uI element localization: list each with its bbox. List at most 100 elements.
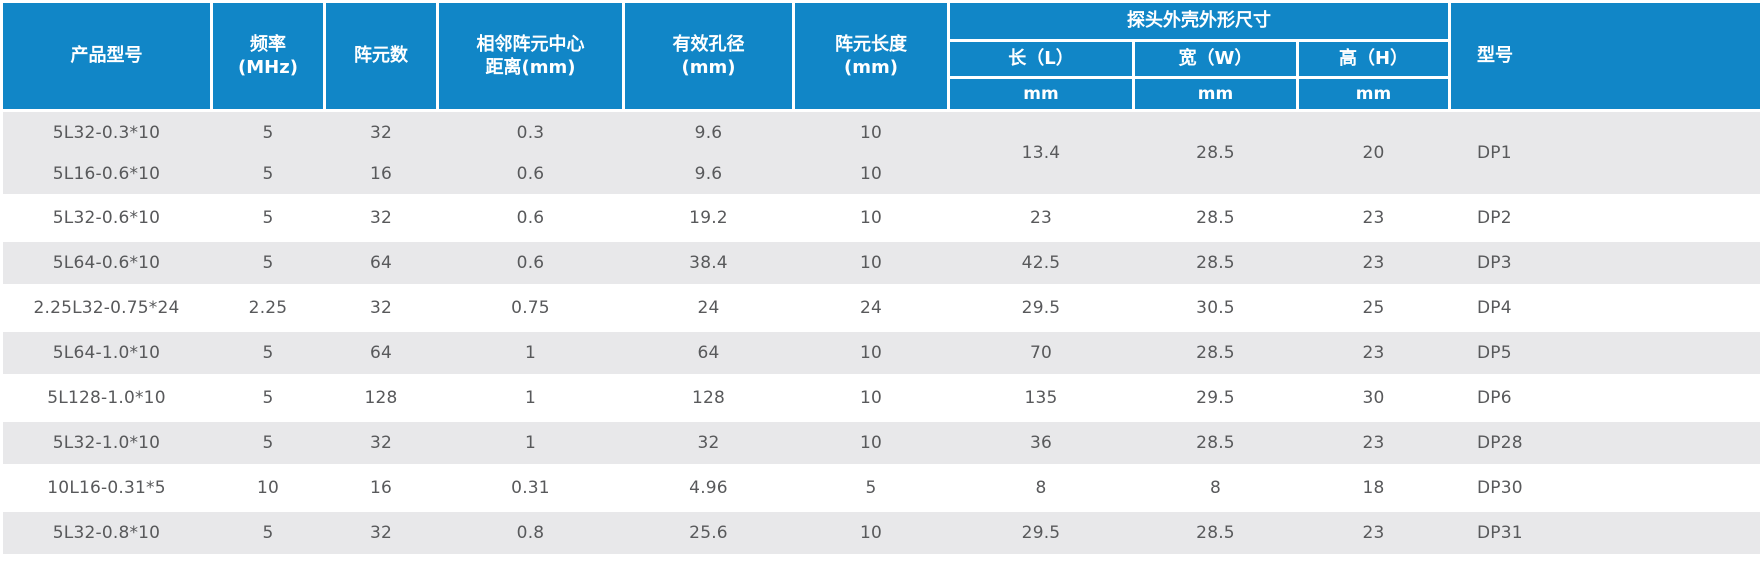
cell-pitch: 0.31 <box>511 478 550 498</box>
table-row: 5L32-1.0*10 5 32 1 32 10 36 28.5 23 DP28 <box>3 422 1760 464</box>
cell-frequency: 5 <box>262 343 274 363</box>
cell-pitch: 0.6 <box>516 253 545 273</box>
cell-l: 29.5 <box>1021 298 1061 318</box>
cell-elements: 32 <box>369 298 393 318</box>
cell-element-length: 5 <box>865 478 877 498</box>
cell-elements: 64 <box>369 253 393 273</box>
cell-model-code: DP3 <box>1477 253 1512 273</box>
cell-elements: 16 <box>369 163 393 184</box>
cell-w: 29.5 <box>1196 388 1235 408</box>
cell-frequency: 5 <box>262 388 274 408</box>
cell-element-length: 10 <box>859 388 883 408</box>
cell-l: 8 <box>1035 478 1047 498</box>
cell-elements: 128 <box>364 388 398 408</box>
header-frequency: 频率 (MHz) <box>213 3 323 109</box>
cell-model-code: DP2 <box>1477 208 1512 228</box>
cell-aperture: 9.6 <box>694 163 723 184</box>
cell-element-length: 24 <box>859 298 883 318</box>
cell-elements: 64 <box>369 343 393 363</box>
cell-model: 5L32-0.3*10 <box>52 122 161 143</box>
cell-elements: 32 <box>369 122 393 143</box>
cell-element-length: 10 <box>859 343 883 363</box>
cell-pitch: 1 <box>524 433 537 453</box>
cell-l: 13.4 <box>1021 143 1061 163</box>
cell-aperture: 128 <box>691 388 726 408</box>
cell-h: 30 <box>1362 388 1385 408</box>
header-product-model: 产品型号 <box>3 3 210 109</box>
cell-frequency: 2.25 <box>248 298 288 318</box>
cell-aperture: 32 <box>697 433 720 453</box>
cell-frequency: 5 <box>262 122 274 143</box>
cell-model-code: DP5 <box>1477 343 1512 363</box>
cell-w: 30.5 <box>1196 298 1235 318</box>
cell-model-code: DP28 <box>1477 433 1523 453</box>
cell-pitch: 0.6 <box>516 208 545 228</box>
cell-model: 5L16-0.6*10 <box>52 163 161 184</box>
table-row: 5L64-1.0*10 5 64 1 64 10 70 28.5 23 DP5 <box>3 332 1760 374</box>
cell-element-length: 10 <box>859 253 883 273</box>
table-body: 5L32-0.3*10 5 32 0.3 9.6 10 5L16-0.6*10 5 16 0.6 9… <box>3 112 1760 554</box>
cell-l: 36 <box>1029 433 1053 453</box>
cell-w: 28.5 <box>1196 208 1235 228</box>
cell-aperture: 64 <box>697 343 720 363</box>
cell-model: 5L128-1.0*10 <box>47 388 166 408</box>
cell-aperture: 24 <box>697 298 720 318</box>
cell-frequency: 10 <box>256 478 280 498</box>
cell-frequency: 5 <box>262 253 274 273</box>
cell-pitch: 1 <box>524 343 537 363</box>
cell-model-code: DP31 <box>1477 523 1523 543</box>
cell-model-code: DP30 <box>1477 478 1523 498</box>
cell-aperture: 4.96 <box>689 478 728 498</box>
cell-h: 23 <box>1362 343 1385 363</box>
cell-model-code: DP1 <box>1477 143 1512 163</box>
table-row: 10L16-0.31*5 10 16 0.31 4.96 5 8 8 18 DP30 <box>3 467 1760 509</box>
cell-pitch: 0.8 <box>516 523 545 543</box>
cell-frequency: 5 <box>262 433 274 453</box>
cell-model-code: DP4 <box>1477 298 1512 318</box>
header-housing-dimensions-group: 探头外壳外形尺寸 <box>950 3 1448 39</box>
cell-l: 135 <box>1024 388 1058 408</box>
header-width-w: 宽（W） <box>1135 42 1296 76</box>
header-unit-mm-height: mm <box>1299 79 1448 109</box>
cell-w: 8 <box>1209 478 1222 498</box>
cell-pitch: 0.75 <box>511 298 550 318</box>
table-row: 5L64-0.6*10 5 64 0.6 38.4 10 42.5 28.5 23 DP3 <box>3 242 1760 284</box>
cell-h: 23 <box>1362 253 1385 273</box>
cell-h: 20 <box>1362 143 1385 163</box>
cell-model: 5L32-0.6*10 <box>52 208 161 228</box>
table-row: 5L32-0.6*10 5 32 0.6 19.2 10 23 28.5 23 DP2 <box>3 197 1760 239</box>
cell-frequency: 5 <box>262 163 274 184</box>
cell-aperture: 25.6 <box>689 523 728 543</box>
cell-l: 42.5 <box>1021 253 1061 273</box>
cell-l: 29.5 <box>1021 523 1061 543</box>
cell-elements: 16 <box>369 478 393 498</box>
probe-spec-table: 产品型号 频率 (MHz) 阵元数 相邻阵元中心 距离(mm) 有效孔径 (mm… <box>0 3 1763 571</box>
cell-frequency: 5 <box>262 208 274 228</box>
cell-h: 23 <box>1362 523 1385 543</box>
header-pitch: 相邻阵元中心 距离(mm) <box>439 3 622 109</box>
cell-pitch: 0.6 <box>516 163 545 184</box>
cell-model: 5L32-1.0*10 <box>52 433 161 453</box>
cell-pitch: 1 <box>524 388 537 408</box>
cell-model: 10L16-0.31*5 <box>47 478 166 498</box>
cell-elements: 32 <box>369 523 393 543</box>
cell-h: 18 <box>1362 478 1385 498</box>
cell-h: 25 <box>1362 298 1385 318</box>
cell-elements: 32 <box>369 208 393 228</box>
header-aperture: 有效孔径 (mm) <box>625 3 792 109</box>
cell-aperture: 19.2 <box>689 208 728 228</box>
cell-element-length: 10 <box>859 122 883 143</box>
header-unit-mm-length: mm <box>950 79 1132 109</box>
table-row-group-merged: 5L32-0.3*10 5 32 0.3 9.6 10 5L16-0.6*10 5 16 0.6 9… <box>3 112 1760 194</box>
table-row: 5L128-1.0*10 5 128 1 128 10 135 29.5 30 DP6 <box>3 377 1760 419</box>
cell-elements: 32 <box>369 433 393 453</box>
cell-l: 23 <box>1029 208 1053 228</box>
cell-element-length: 10 <box>859 433 883 453</box>
cell-pitch: 0.3 <box>516 122 545 143</box>
header-element-count: 阵元数 <box>326 3 436 109</box>
header-model-code: 型号 <box>1451 3 1760 109</box>
cell-model: 5L32-0.8*10 <box>52 523 161 543</box>
cell-model: 5L64-0.6*10 <box>52 253 161 273</box>
cell-w: 28.5 <box>1196 433 1235 453</box>
cell-h: 23 <box>1362 208 1385 228</box>
